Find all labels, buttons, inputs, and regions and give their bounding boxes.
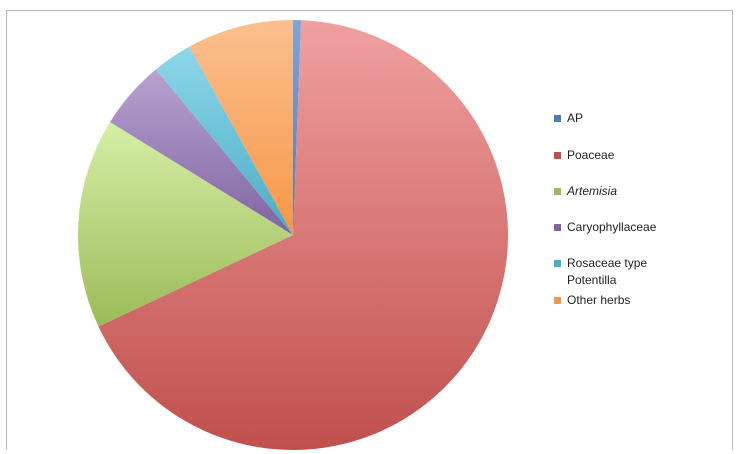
pie-slice-rosaceae-type-potentilla bbox=[155, 46, 293, 236]
legend-item-poaceae: Poaceae bbox=[554, 147, 614, 164]
legend-label: Other herbs bbox=[567, 293, 631, 307]
legend-swatch bbox=[554, 152, 561, 159]
legend-label: Rosaceae type Potentilla bbox=[567, 256, 648, 287]
chart-frame: AP Poaceae Artemisia Caryophyllaceae Rosacea… bbox=[6, 10, 733, 450]
legend-label: Artemisia bbox=[567, 184, 618, 198]
legend-label: Poaceae bbox=[567, 148, 615, 162]
legend-item-other-herbs: Other herbs bbox=[554, 292, 630, 309]
legend-swatch bbox=[554, 115, 561, 122]
legend-swatch bbox=[554, 260, 561, 267]
legend-swatch bbox=[554, 188, 561, 195]
pie-slice-poaceae bbox=[98, 20, 508, 450]
pie-chart bbox=[78, 19, 508, 450]
legend-item-caryophyllaceae: Caryophyllaceae bbox=[554, 219, 656, 236]
legend-label: AP bbox=[567, 111, 584, 125]
pie-slice-artemisia bbox=[78, 122, 293, 327]
legend-item-ap: AP bbox=[554, 110, 583, 127]
legend-label: Caryophyllaceae bbox=[567, 220, 657, 234]
legend-swatch bbox=[554, 224, 561, 231]
legend-item-rosaceae-type-potentilla: Rosaceae type Potentilla bbox=[554, 255, 647, 289]
pie-slice-caryophyllaceae bbox=[110, 69, 293, 235]
pie-slice-ap bbox=[293, 19, 302, 236]
legend-item-artemisia: Artemisia bbox=[554, 183, 617, 200]
pie-slice-other-herbs bbox=[189, 20, 293, 235]
legend-swatch bbox=[554, 297, 561, 304]
